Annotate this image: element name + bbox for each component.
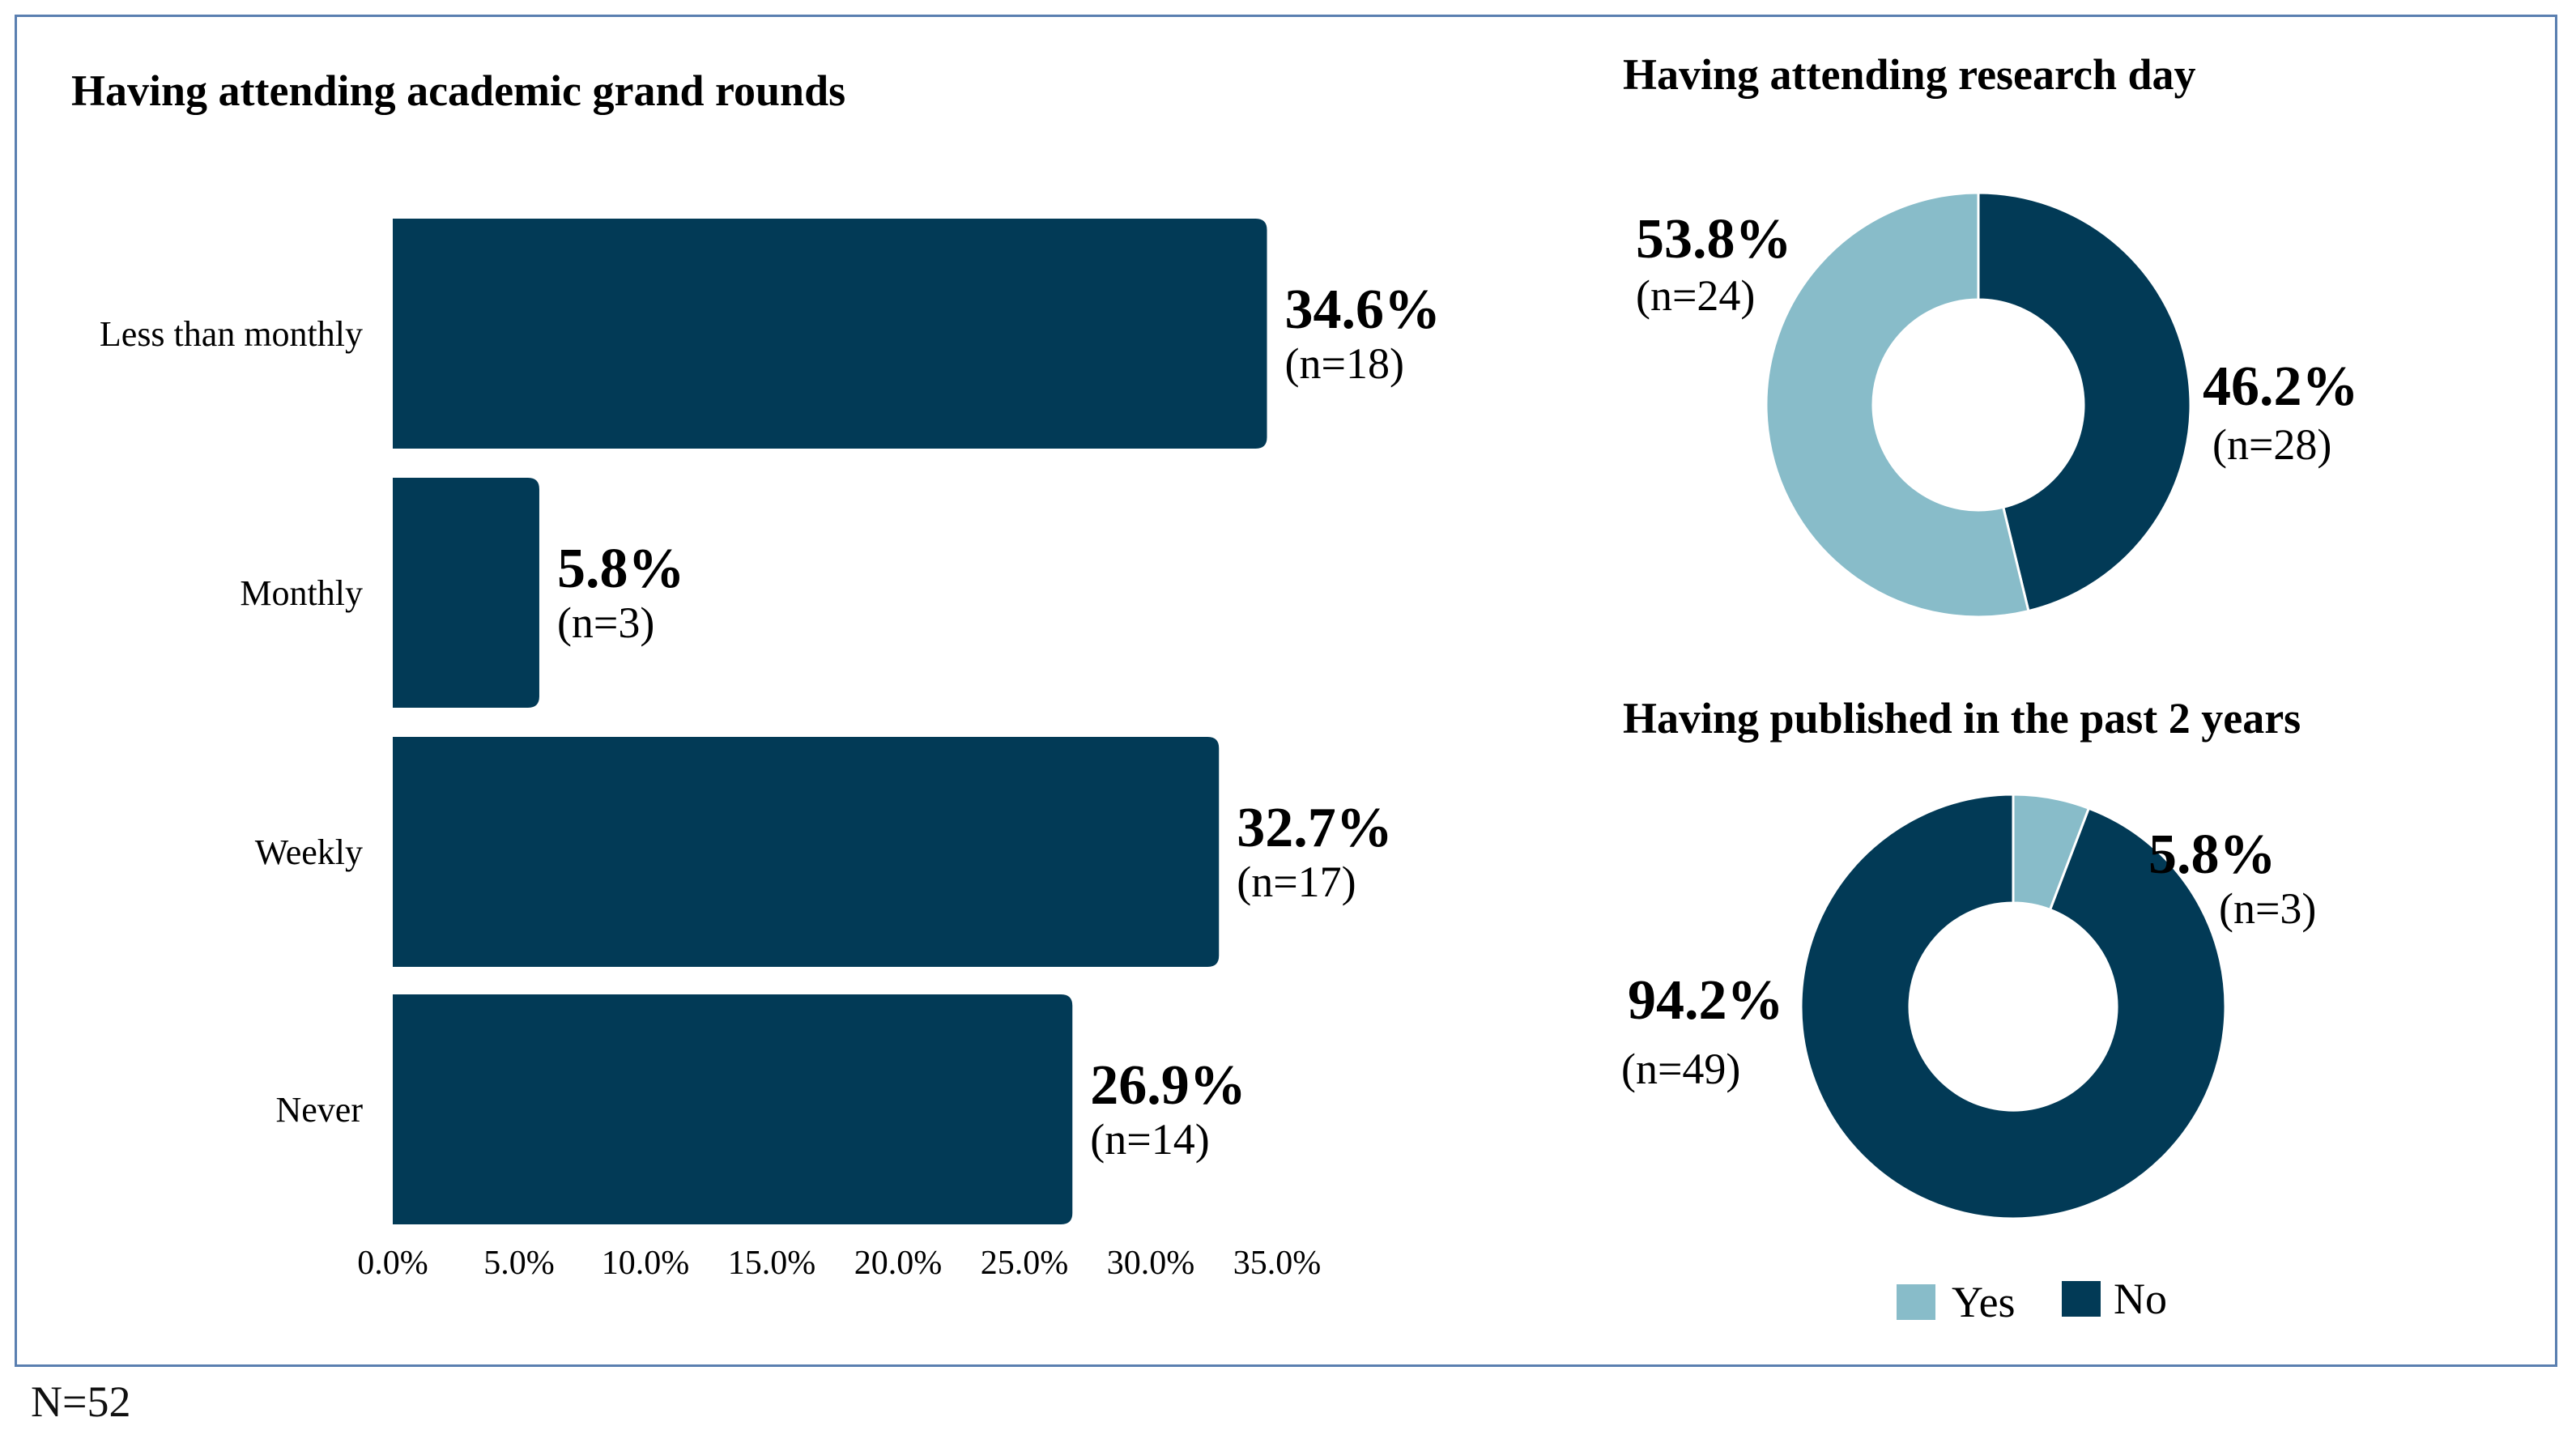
- bar-chart-title: Having attending academic grand rounds: [71, 66, 845, 115]
- x-tick-label: 15.0%: [728, 1245, 816, 1282]
- bar-value-label: 34.6%: [1285, 279, 1441, 341]
- x-tick-label: 25.0%: [981, 1245, 1069, 1282]
- research-day-no-count: (n=28): [2212, 420, 2331, 469]
- donut-chart-research-day: Having attending research day 53.8% (n=2…: [1623, 50, 2359, 619]
- donut-chart-published: Having published in the past 2 years 5.8…: [1621, 694, 2316, 1220]
- bar-value-label: 32.7%: [1237, 797, 1393, 859]
- bar-count-label: (n=18): [1285, 339, 1404, 388]
- legend-yes-swatch: [1897, 1284, 1935, 1320]
- bar-category-label: Monthly: [240, 573, 363, 613]
- bar-category-label: Less than monthly: [100, 314, 363, 354]
- x-tick-label: 5.0%: [483, 1245, 555, 1282]
- bar-value-label: 26.9%: [1090, 1054, 1246, 1117]
- legend-yes-label: Yes: [1952, 1278, 2016, 1326]
- donut-slice-yes: [1765, 191, 2030, 619]
- bar-less-than-monthly: [393, 219, 1267, 449]
- donut-research-day-title: Having attending research day: [1623, 50, 2196, 99]
- x-tick-label: 10.0%: [602, 1245, 690, 1282]
- bar-weekly: [393, 737, 1220, 967]
- x-tick-label: 35.0%: [1233, 1245, 1322, 1282]
- research-day-yes-pct: 53.8%: [1636, 208, 1792, 270]
- bar-never: [393, 994, 1073, 1224]
- bar-monthly: [393, 478, 539, 708]
- donut-slice-no: [1977, 191, 2192, 613]
- bar-category-label: Weekly: [255, 832, 363, 872]
- donut-slice-no: [1799, 793, 2227, 1220]
- donut-published-title: Having published in the past 2 years: [1623, 694, 2301, 743]
- bar-value-label: 5.8%: [557, 538, 685, 600]
- bar-count-label: (n=3): [557, 598, 654, 647]
- x-tick-label: 0.0%: [357, 1245, 428, 1282]
- bar-chart-grand-rounds: Having attending academic grand rounds L…: [71, 66, 1441, 1282]
- research-day-yes-count: (n=24): [1636, 271, 1755, 320]
- research-day-no-pct: 46.2%: [2203, 355, 2359, 418]
- bar-count-label: (n=17): [1237, 858, 1356, 906]
- legend: Yes No: [1897, 1275, 2167, 1326]
- x-tick-label: 30.0%: [1107, 1245, 1195, 1282]
- chart-frame: [15, 15, 2557, 1367]
- bar-category-label: Never: [276, 1090, 364, 1130]
- sample-size-footnote: N=52: [31, 1377, 131, 1426]
- published-yes-count: (n=3): [2219, 884, 2316, 933]
- published-no-pct: 94.2%: [1628, 969, 1784, 1032]
- published-no-count: (n=49): [1621, 1045, 1740, 1093]
- legend-no-label: No: [2114, 1275, 2167, 1323]
- legend-no-swatch: [2062, 1281, 2101, 1317]
- bar-count-label: (n=14): [1090, 1115, 1209, 1164]
- published-yes-pct: 5.8%: [2148, 824, 2276, 886]
- x-tick-label: 20.0%: [854, 1245, 943, 1282]
